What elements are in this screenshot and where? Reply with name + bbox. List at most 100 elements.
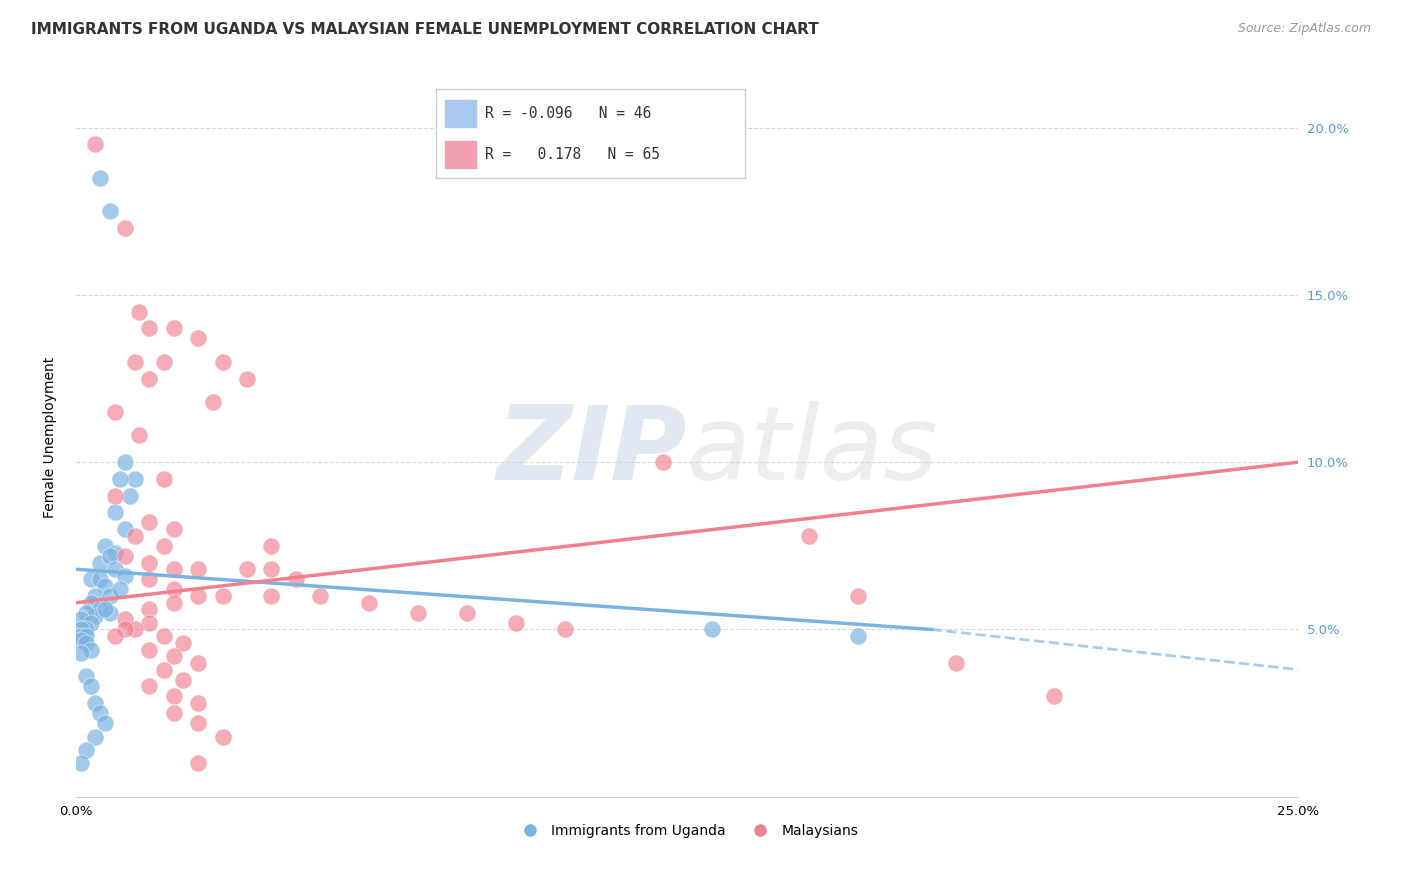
Point bbox=[172, 636, 194, 650]
Point bbox=[163, 690, 186, 704]
Point bbox=[75, 636, 97, 650]
Point bbox=[75, 623, 97, 637]
Point bbox=[75, 606, 97, 620]
Point bbox=[153, 629, 176, 643]
Point bbox=[260, 562, 283, 576]
Point bbox=[94, 539, 117, 553]
Point bbox=[201, 395, 224, 409]
Point bbox=[89, 706, 111, 720]
Point bbox=[114, 612, 136, 626]
Point bbox=[456, 606, 478, 620]
Point bbox=[1043, 690, 1066, 704]
Point bbox=[89, 170, 111, 185]
Point bbox=[84, 696, 107, 710]
Point bbox=[128, 428, 150, 442]
Point bbox=[94, 602, 117, 616]
Point bbox=[187, 589, 209, 603]
Point bbox=[104, 489, 127, 503]
Text: ZIP: ZIP bbox=[496, 401, 688, 502]
Point bbox=[163, 649, 186, 664]
Point bbox=[651, 455, 673, 469]
Point bbox=[69, 612, 91, 626]
Point bbox=[84, 137, 107, 152]
Point bbox=[163, 562, 186, 576]
Point bbox=[84, 609, 107, 624]
Point bbox=[153, 539, 176, 553]
Point bbox=[554, 623, 576, 637]
Point bbox=[94, 716, 117, 731]
Point bbox=[79, 679, 101, 693]
Point bbox=[114, 623, 136, 637]
Point bbox=[187, 716, 209, 731]
Point bbox=[138, 642, 160, 657]
Point bbox=[104, 629, 127, 643]
Point bbox=[118, 489, 141, 503]
Point bbox=[124, 355, 146, 369]
Point bbox=[187, 331, 209, 345]
Point bbox=[236, 371, 259, 385]
Point bbox=[799, 529, 821, 543]
Point bbox=[138, 556, 160, 570]
Point bbox=[163, 582, 186, 597]
Text: R =   0.178   N = 65: R = 0.178 N = 65 bbox=[485, 147, 661, 161]
Point bbox=[138, 371, 160, 385]
Legend: Immigrants from Uganda, Malaysians: Immigrants from Uganda, Malaysians bbox=[510, 819, 863, 844]
Point bbox=[406, 606, 429, 620]
Point bbox=[163, 596, 186, 610]
Point bbox=[187, 756, 209, 771]
Point bbox=[153, 472, 176, 486]
Point bbox=[211, 355, 233, 369]
Point bbox=[211, 730, 233, 744]
Point bbox=[84, 589, 107, 603]
Point bbox=[108, 582, 131, 597]
Point bbox=[104, 405, 127, 419]
Point bbox=[75, 669, 97, 683]
Point bbox=[124, 529, 146, 543]
Point bbox=[700, 623, 723, 637]
Point bbox=[114, 522, 136, 536]
Point bbox=[94, 579, 117, 593]
Point bbox=[236, 562, 259, 576]
Point bbox=[84, 730, 107, 744]
Point bbox=[114, 221, 136, 235]
Point bbox=[79, 642, 101, 657]
Point bbox=[104, 562, 127, 576]
Point bbox=[114, 455, 136, 469]
Point bbox=[89, 556, 111, 570]
Point bbox=[163, 522, 186, 536]
Point bbox=[359, 596, 381, 610]
Point bbox=[163, 321, 186, 335]
Text: Source: ZipAtlas.com: Source: ZipAtlas.com bbox=[1237, 22, 1371, 36]
Point bbox=[98, 606, 121, 620]
Point bbox=[79, 596, 101, 610]
Point bbox=[79, 572, 101, 586]
Bar bbox=[446, 100, 477, 127]
Point bbox=[98, 204, 121, 219]
Point bbox=[163, 706, 186, 720]
Point bbox=[138, 516, 160, 530]
Point bbox=[98, 589, 121, 603]
Point bbox=[187, 562, 209, 576]
Bar bbox=[446, 141, 477, 168]
Point bbox=[124, 623, 146, 637]
Point bbox=[260, 589, 283, 603]
Point bbox=[505, 615, 527, 630]
Point bbox=[138, 679, 160, 693]
Point bbox=[309, 589, 332, 603]
Point bbox=[69, 623, 91, 637]
Y-axis label: Female Unemployment: Female Unemployment bbox=[44, 357, 58, 517]
Point bbox=[945, 656, 967, 670]
Point bbox=[138, 321, 160, 335]
Point bbox=[69, 629, 91, 643]
Text: R = -0.096   N = 46: R = -0.096 N = 46 bbox=[485, 106, 651, 120]
Point bbox=[114, 549, 136, 563]
Point bbox=[75, 629, 97, 643]
Point bbox=[846, 589, 869, 603]
Point bbox=[104, 505, 127, 519]
Point bbox=[114, 569, 136, 583]
Text: IMMIGRANTS FROM UGANDA VS MALAYSIAN FEMALE UNEMPLOYMENT CORRELATION CHART: IMMIGRANTS FROM UGANDA VS MALAYSIAN FEMA… bbox=[31, 22, 818, 37]
Point bbox=[846, 629, 869, 643]
Point bbox=[69, 646, 91, 660]
Point bbox=[89, 572, 111, 586]
Point bbox=[153, 663, 176, 677]
